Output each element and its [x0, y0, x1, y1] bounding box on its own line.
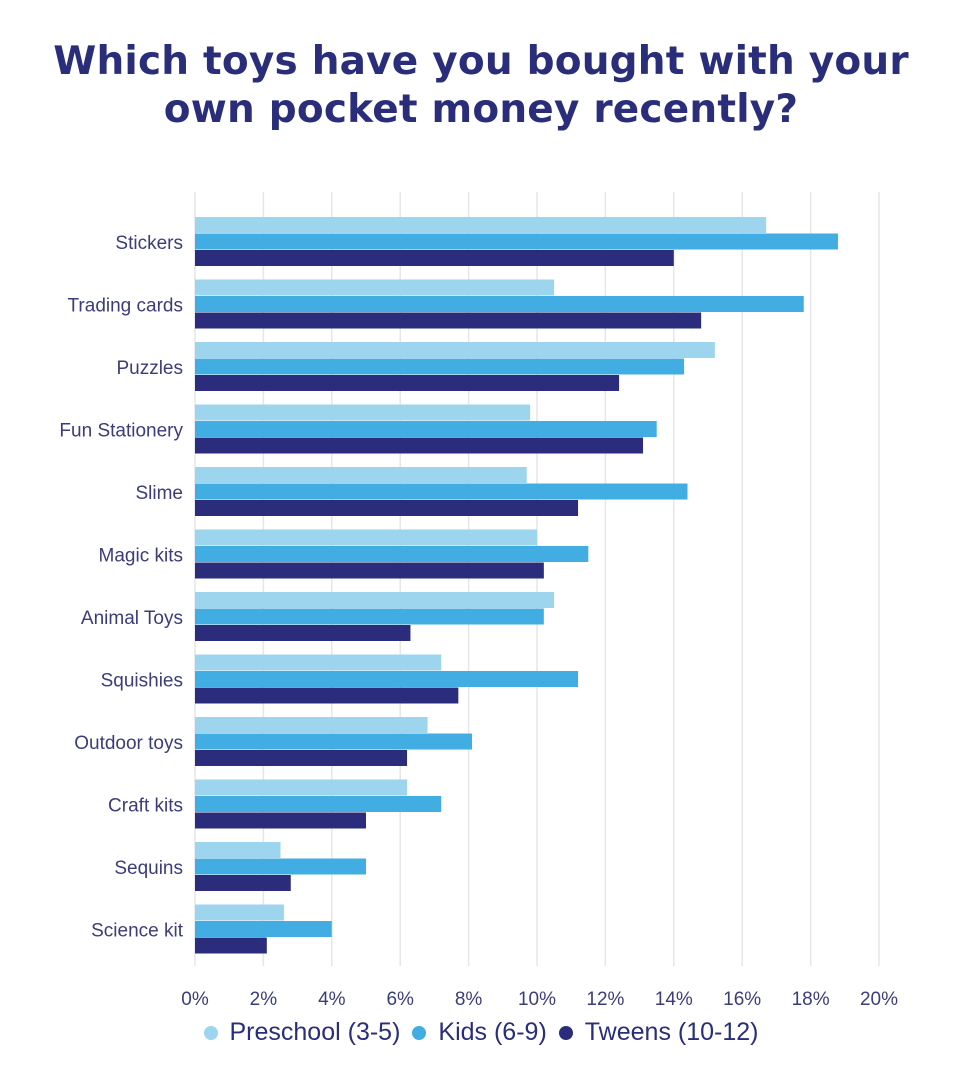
chart-title: Which toys have you bought with your own… — [0, 38, 962, 134]
bar-kids — [195, 608, 544, 625]
category-label: Trading cards — [68, 295, 183, 316]
bar-preschool — [195, 717, 428, 733]
chart-legend: Preschool (3-5) Kids (6-9) Tweens (10-12… — [0, 1018, 962, 1047]
bar-tweens — [195, 500, 579, 516]
category-label: Slime — [135, 483, 183, 504]
x-tick-label: 6% — [386, 989, 414, 1010]
bar-tweens — [195, 625, 411, 641]
bar-tweens — [195, 687, 459, 704]
bar-tweens — [195, 750, 408, 766]
x-tick-label: 12% — [586, 989, 624, 1010]
bar-tweens — [195, 562, 544, 579]
bar-tweens — [195, 312, 702, 329]
bar-kids — [195, 233, 838, 250]
category-label: Outdoor toys — [74, 733, 183, 754]
bar-kids — [195, 671, 579, 687]
x-tick-label: 14% — [655, 989, 693, 1010]
x-tick-label: 8% — [455, 989, 483, 1010]
x-tick-label: 18% — [792, 989, 830, 1010]
bar-kids — [195, 546, 589, 562]
bar-preschool — [195, 342, 715, 358]
x-tick-label: 4% — [318, 989, 346, 1010]
bar-kids — [195, 733, 473, 750]
category-label: Science kit — [91, 920, 184, 941]
bar-tweens — [195, 375, 620, 391]
bar-kids — [195, 358, 685, 375]
bar-preschool — [195, 467, 527, 483]
category-label: Craft kits — [108, 795, 183, 816]
bar-preschool — [195, 842, 281, 858]
category-label: Squishies — [101, 670, 183, 691]
legend-swatch-kids — [412, 1025, 427, 1040]
legend-swatch-tweens — [558, 1025, 573, 1040]
chart-title-line-2: own pocket money recently? — [163, 87, 799, 132]
bar-tweens — [195, 875, 291, 891]
bar-preschool — [195, 654, 442, 671]
bar-preschool — [195, 529, 537, 546]
bar-chart: 0% 2% 4% 6% 8% 10% 12% 14% 16% 18% 20% Stickers Trad… — [59, 192, 898, 1010]
legend-swatch-preschool — [203, 1025, 218, 1040]
bar-tweens — [195, 437, 644, 454]
x-tick-label: 10% — [518, 989, 556, 1010]
bar-preschool — [195, 904, 284, 921]
legend-label-preschool: Preschool (3-5) — [229, 1018, 401, 1046]
chart-title-line-1: Which toys have you bought with your — [53, 39, 909, 84]
legend-label-tweens: Tweens (10-12) — [584, 1018, 759, 1046]
legend-item-tweens: Tweens (10-12) — [558, 1018, 759, 1047]
category-label: Fun Stationery — [59, 420, 183, 441]
bar-preschool — [195, 592, 555, 608]
bar-preschool — [195, 217, 767, 233]
bar-kids — [195, 421, 657, 437]
bar-kids — [195, 483, 688, 500]
category-label: Magic kits — [99, 545, 183, 566]
bar-kids — [195, 796, 442, 812]
x-tick-label: 2% — [250, 989, 278, 1010]
category-label: Animal Toys — [81, 608, 183, 629]
bar-kids — [195, 921, 332, 937]
bar-preschool — [195, 279, 555, 296]
bar-preschool — [195, 404, 531, 421]
legend-item-preschool: Preschool (3-5) — [203, 1018, 401, 1047]
bar-tweens — [195, 812, 366, 829]
category-label: Sequins — [114, 858, 183, 879]
x-tick-label: 20% — [860, 989, 898, 1010]
bar-tweens — [195, 250, 674, 266]
category-label: Puzzles — [116, 358, 183, 379]
bar-kids — [195, 296, 804, 312]
bar-preschool — [195, 779, 408, 796]
bar-tweens — [195, 937, 267, 954]
bar-kids — [195, 858, 366, 875]
x-tick-label: 16% — [723, 989, 761, 1010]
x-tick-label: 0% — [181, 989, 209, 1010]
category-label: Stickers — [115, 233, 183, 254]
legend-label-kids: Kids (6-9) — [438, 1018, 547, 1046]
legend-item-kids: Kids (6-9) — [412, 1018, 547, 1047]
